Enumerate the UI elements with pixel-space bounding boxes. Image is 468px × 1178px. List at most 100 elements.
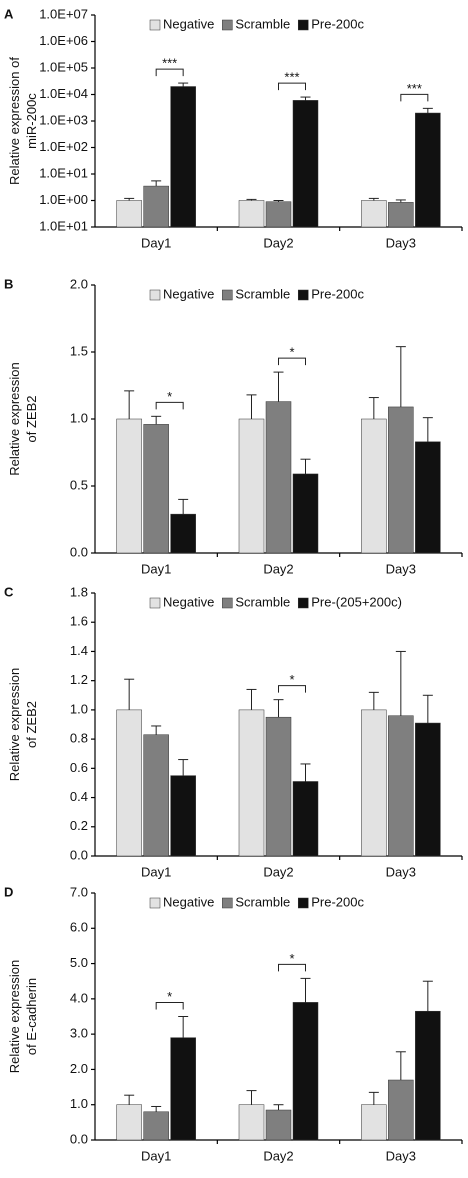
bar — [292, 473, 319, 554]
legend-swatch — [149, 897, 161, 909]
x-tick-label: Day3 — [386, 561, 416, 576]
legend-swatch — [297, 897, 309, 909]
bar — [116, 200, 142, 228]
y-axis-label: Relative expression of miR-200c — [7, 57, 39, 185]
significance-bracket — [400, 93, 429, 102]
bar — [143, 1111, 169, 1141]
y-tick-label: 4.0 — [70, 990, 88, 1005]
y-tick-label: 0.6 — [70, 760, 88, 775]
y-tick-label: 5.0 — [70, 955, 88, 970]
bar — [170, 775, 196, 857]
error-bar — [124, 678, 135, 710]
bar — [361, 1104, 387, 1141]
error-bar — [300, 458, 311, 474]
error-bar — [368, 691, 379, 710]
error-bar — [124, 1094, 135, 1105]
error-bar — [422, 980, 433, 1012]
y-tick-label: 0.8 — [70, 731, 88, 746]
legend-swatch — [222, 289, 233, 301]
legend-swatch — [297, 597, 309, 609]
error-bar — [368, 397, 379, 419]
significance-label: *** — [284, 70, 299, 85]
legend-swatch — [222, 19, 233, 31]
legend-label: Negative — [163, 286, 214, 301]
error-bar — [273, 699, 284, 718]
y-axis-label-line: Relative expression — [7, 668, 22, 781]
y-tick-label: 1.0 — [70, 1096, 88, 1111]
error-bar — [422, 107, 433, 114]
bar — [116, 1104, 142, 1141]
y-tick-label: 0.5 — [70, 477, 88, 492]
y-tick-label: 3.0 — [70, 1026, 88, 1041]
legend-swatch — [297, 19, 309, 31]
bar — [292, 100, 319, 228]
y-axis-label: Relative expression of E-cadherin — [7, 960, 39, 1073]
legend-label: Pre-200c — [311, 286, 364, 301]
significance-label: *** — [162, 56, 177, 71]
x-tick-label: Day2 — [263, 864, 293, 879]
y-tick-label: 1.0 — [70, 701, 88, 716]
bar — [388, 202, 414, 228]
error-bar — [422, 417, 433, 442]
y-axis-label-line: of ZEB2 — [24, 701, 39, 748]
y-axis-label-line: Relative expression — [7, 960, 22, 1073]
panel-letter: A — [4, 6, 14, 21]
y-axis-label-line: miR-200c — [24, 93, 39, 149]
legend-label: Negative — [163, 894, 214, 909]
y-axis-label-line: Relative expression of — [7, 57, 22, 185]
x-tick-label: Day1 — [141, 561, 171, 576]
y-tick-label: 1.0E+00 — [39, 192, 88, 207]
error-bar — [151, 725, 162, 735]
bar — [143, 734, 169, 857]
y-tick-label: 1.0E+05 — [39, 59, 88, 74]
y-tick-label: 7.0 — [70, 884, 88, 899]
legend-label: Scramble — [235, 286, 290, 301]
x-tick-label: Day1 — [141, 864, 171, 879]
bar — [415, 441, 441, 554]
legend-swatch — [149, 19, 161, 31]
y-tick-label: 1.0E+04 — [39, 86, 88, 101]
x-tick-label: Day3 — [386, 1148, 416, 1163]
bar — [170, 1037, 196, 1141]
bar — [361, 200, 387, 228]
error-bar — [178, 759, 189, 776]
error-bar — [422, 694, 433, 724]
significance-label: * — [289, 951, 294, 966]
bar — [361, 418, 387, 554]
error-bar — [246, 688, 257, 710]
legend-label: Pre-200c — [311, 16, 364, 31]
bar — [265, 1109, 292, 1141]
bar — [388, 715, 414, 857]
error-bar — [124, 197, 135, 201]
x-tick-label: Day3 — [386, 864, 416, 879]
legend-label: Scramble — [235, 594, 290, 609]
x-tick-label: Day1 — [141, 235, 171, 250]
x-tick-label: Day1 — [141, 1148, 171, 1163]
y-tick-label: 0.4 — [70, 789, 88, 804]
bar — [238, 1104, 265, 1141]
error-bar — [178, 498, 189, 515]
error-bar — [395, 199, 406, 203]
significance-bracket — [278, 685, 306, 693]
panel-letter: B — [4, 276, 13, 291]
error-bar — [368, 197, 379, 201]
bar — [265, 201, 292, 228]
x-tick-label: Day2 — [263, 561, 293, 576]
x-tick-label: Day2 — [263, 1148, 293, 1163]
y-axis-label-line: of ZEB2 — [24, 396, 39, 443]
legend-swatch — [149, 289, 161, 301]
significance-label: * — [167, 389, 172, 404]
error-bar — [368, 1091, 379, 1105]
significance-label: *** — [407, 81, 422, 96]
bar — [238, 418, 265, 554]
y-tick-label: 1.0 — [70, 410, 88, 425]
y-axis-label: Relative expression of ZEB2 — [7, 362, 39, 475]
bar — [388, 1079, 414, 1141]
bar — [116, 418, 142, 554]
error-bar — [151, 1105, 162, 1112]
bar — [143, 424, 169, 554]
panel-letter: C — [4, 584, 14, 599]
x-tick-label: Day3 — [386, 235, 416, 250]
significance-bracket — [278, 357, 306, 366]
y-tick-label: 1.8 — [70, 584, 88, 599]
